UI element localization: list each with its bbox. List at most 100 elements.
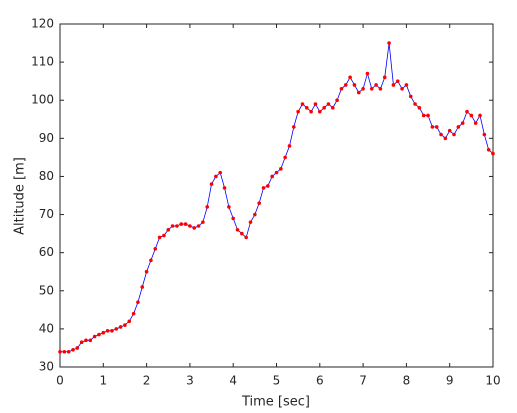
data-point xyxy=(235,228,240,232)
y-tick-label: 110 xyxy=(31,55,54,69)
data-point xyxy=(166,228,171,232)
x-tick-label: 4 xyxy=(229,374,237,388)
data-point xyxy=(421,113,426,118)
data-point xyxy=(201,220,205,224)
data-point xyxy=(110,328,114,333)
data-point xyxy=(378,86,383,91)
data-point xyxy=(227,205,231,209)
x-tick-label: 5 xyxy=(273,374,281,388)
data-point xyxy=(356,90,361,95)
data-point xyxy=(473,121,478,125)
data-point xyxy=(183,222,188,226)
x-tick-label: 9 xyxy=(446,374,454,388)
x-tick-label: 3 xyxy=(186,374,194,388)
y-tick-label: 60 xyxy=(39,245,54,259)
data-point xyxy=(114,327,119,331)
data-point xyxy=(175,224,179,228)
y-tick-label: 100 xyxy=(31,93,54,107)
data-point xyxy=(274,170,279,175)
x-tick-label: 6 xyxy=(316,374,324,388)
data-point xyxy=(339,86,344,91)
y-axis-label: Altitude [m] xyxy=(13,157,28,235)
data-point xyxy=(140,285,145,289)
data-point xyxy=(127,319,132,324)
data-point xyxy=(149,258,153,263)
data-point xyxy=(313,102,318,106)
data-point xyxy=(395,79,400,83)
data-point xyxy=(305,106,309,110)
data-point xyxy=(408,94,413,99)
data-point xyxy=(101,330,106,335)
data-point xyxy=(257,201,261,205)
data-point xyxy=(300,102,305,106)
data-point xyxy=(318,109,322,114)
data-point xyxy=(330,106,335,110)
data-point xyxy=(460,121,465,125)
y-tick-label: 40 xyxy=(39,321,54,335)
data-point xyxy=(123,323,127,327)
data-point xyxy=(400,86,404,91)
data-point xyxy=(417,106,422,110)
data-point xyxy=(71,348,75,352)
data-point xyxy=(162,233,166,238)
data-point xyxy=(88,338,93,343)
x-tick-label: 8 xyxy=(403,374,411,388)
data-point xyxy=(387,41,391,45)
data-point xyxy=(469,113,474,118)
data-point xyxy=(92,334,97,339)
y-tick-label: 70 xyxy=(39,207,54,221)
data-point xyxy=(439,132,443,137)
data-point xyxy=(296,109,300,114)
data-point xyxy=(192,226,197,230)
data-point xyxy=(205,205,210,209)
data-point xyxy=(118,325,123,329)
data-point xyxy=(369,86,374,91)
data-point xyxy=(84,338,88,343)
data-point xyxy=(447,128,452,133)
data-point xyxy=(105,328,110,333)
data-point xyxy=(157,235,162,240)
data-point xyxy=(292,125,296,129)
data-point xyxy=(244,235,248,240)
data-point xyxy=(231,216,235,221)
data-point xyxy=(144,269,149,274)
x-tick-label: 10 xyxy=(485,374,500,388)
data-point xyxy=(170,224,175,228)
data-point xyxy=(279,167,283,171)
x-tick-label: 1 xyxy=(99,374,107,388)
data-point xyxy=(465,109,469,114)
data-point xyxy=(452,132,456,137)
plot-area xyxy=(59,23,494,368)
data-point xyxy=(404,83,409,87)
data-point xyxy=(391,83,396,87)
data-point xyxy=(413,102,417,106)
data-point xyxy=(382,75,387,80)
x-axis-label: Time [sec] xyxy=(241,395,310,410)
data-point xyxy=(66,349,71,354)
data-point xyxy=(434,125,439,129)
x-tick-label: 2 xyxy=(143,374,151,388)
data-point xyxy=(456,125,461,129)
data-point xyxy=(209,182,214,186)
data-point xyxy=(374,83,378,87)
data-point xyxy=(287,144,292,148)
data-point xyxy=(136,300,140,305)
data-point xyxy=(283,155,287,160)
data-point xyxy=(365,71,370,76)
data-point xyxy=(240,231,244,236)
data-point xyxy=(58,349,62,354)
data-point xyxy=(261,186,266,190)
data-point xyxy=(361,86,365,91)
data-point xyxy=(79,340,84,345)
data-point xyxy=(352,83,357,87)
y-tick-label: 90 xyxy=(39,131,54,145)
data-point xyxy=(309,109,313,114)
data-point xyxy=(131,311,136,316)
data-point xyxy=(486,147,491,152)
data-point xyxy=(478,113,482,118)
data-point xyxy=(443,136,448,141)
x-tick-label: 0 xyxy=(56,374,64,388)
data-point xyxy=(97,332,101,337)
data-point xyxy=(218,170,223,175)
x-tick-label: 7 xyxy=(359,374,367,388)
